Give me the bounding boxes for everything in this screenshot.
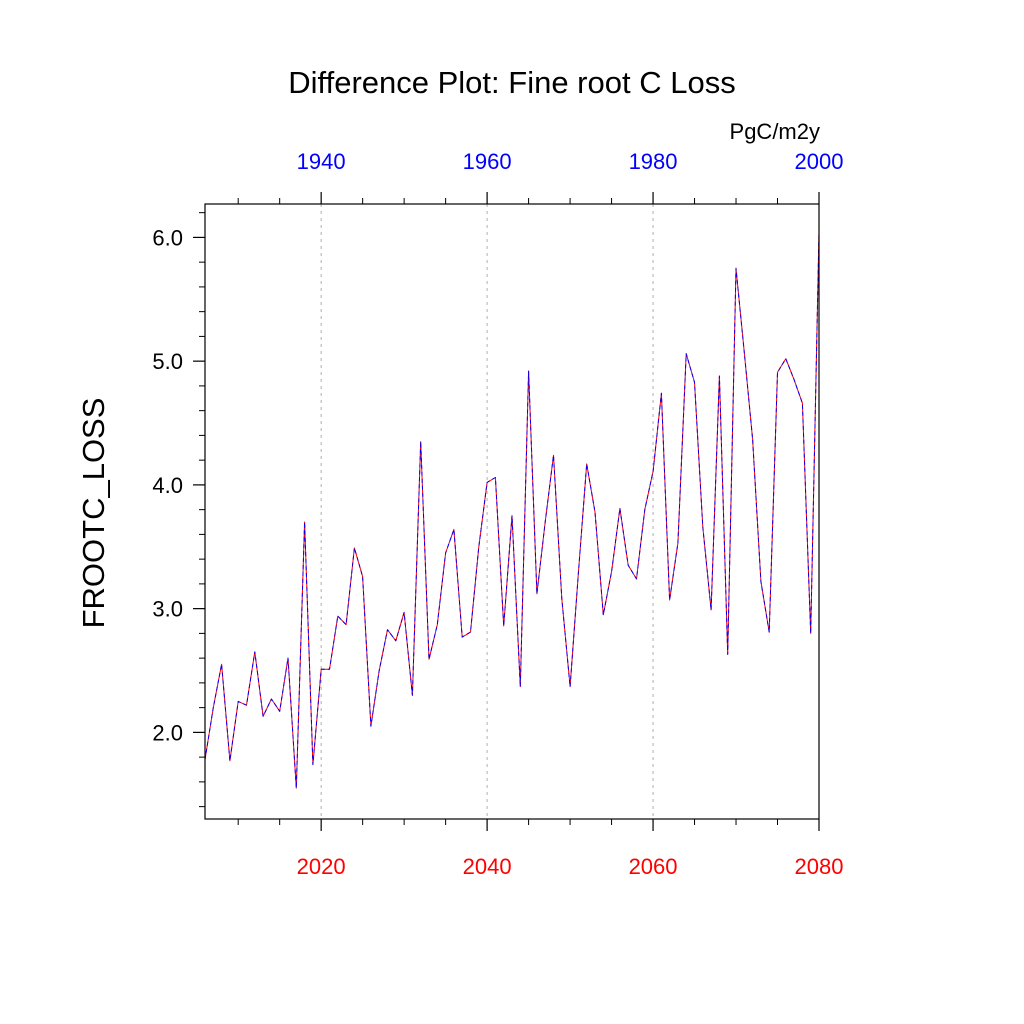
- y-axis-title: FROOTC_LOSS: [76, 398, 111, 629]
- y-tick-label: 4.0: [152, 473, 183, 498]
- x-bottom-tick-label: 2060: [629, 854, 678, 879]
- axis-ticks: [193, 192, 820, 831]
- x-top-tick-label: 1980: [629, 149, 678, 174]
- x-top-tick-label: 1940: [297, 149, 346, 174]
- x-bottom-tick-label: 2020: [297, 854, 346, 879]
- series-line-red: [204, 232, 820, 789]
- y-tick-label: 5.0: [152, 349, 183, 374]
- x-bottom-tick-label: 2040: [463, 854, 512, 879]
- series-lines: [204, 232, 820, 789]
- series-line-blue: [204, 232, 820, 789]
- y-tick-label: 6.0: [152, 225, 183, 250]
- units-label: PgC/m2y: [730, 119, 820, 144]
- plot-frame: [204, 203, 820, 820]
- tick-labels: 2.0 3.0 4.0 5.0 6.0 2020 2040 2060 2080 1940 1960 1…: [152, 149, 843, 879]
- y-tick-label: 2.0: [152, 720, 183, 745]
- y-tick-label: 3.0: [152, 597, 183, 622]
- chart-title: Difference Plot: Fine root C Loss: [288, 65, 735, 100]
- grid-lines: [320, 204, 654, 819]
- x-bottom-tick-label: 2080: [795, 854, 844, 879]
- x-top-tick-label: 1960: [463, 149, 512, 174]
- x-top-tick-label: 2000: [795, 149, 844, 174]
